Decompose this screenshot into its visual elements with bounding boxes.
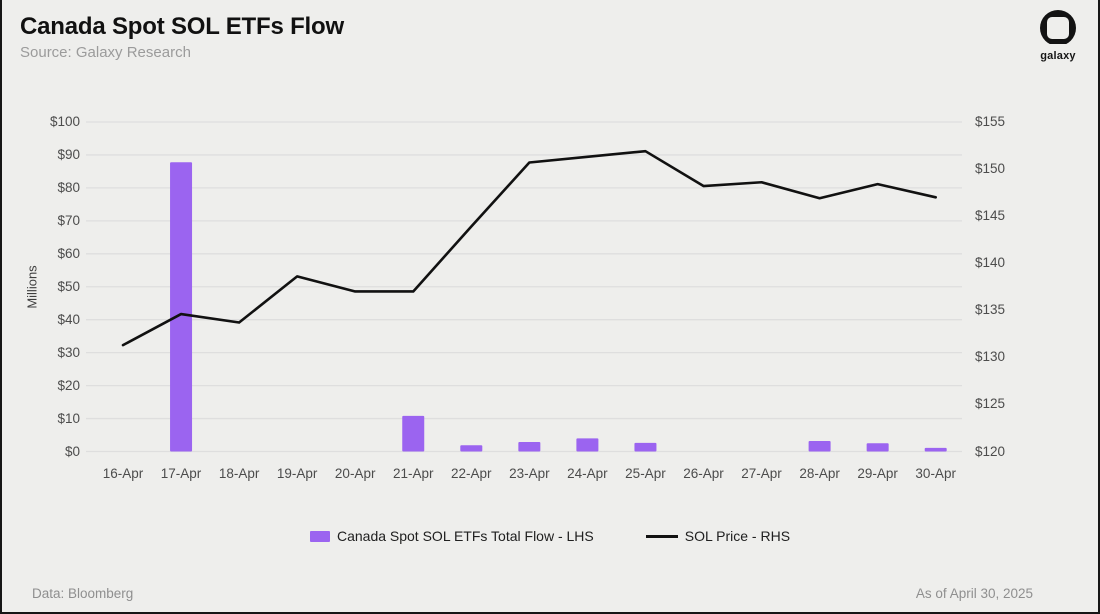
right-axis-tick: $150 [975, 161, 1006, 177]
left-axis-tick: $80 [57, 179, 80, 195]
left-axis-tick: $30 [57, 344, 80, 360]
x-axis-label: 27-Apr [741, 466, 782, 481]
right-axis-tick: $145 [975, 208, 1006, 224]
x-axis-label: 30-Apr [915, 466, 956, 481]
legend-label: SOL Price - RHS [684, 528, 791, 544]
x-axis-label: 20-Apr [334, 466, 376, 481]
flow-bar [924, 447, 947, 452]
left-axis-tick: $40 [57, 311, 80, 327]
x-axis-label: 28-Apr [799, 466, 840, 481]
flow-bar [170, 162, 193, 452]
footer: Data: Bloomberg As of April 30, 2025 [32, 586, 1033, 601]
left-axis-tick: $0 [64, 443, 80, 459]
left-axis-tick: $90 [57, 146, 80, 162]
galaxy-logo-label: galaxy [1040, 50, 1076, 62]
right-axis-tick: $135 [975, 302, 1006, 318]
source-subtitle: Source: Galaxy Research [20, 44, 191, 61]
galaxy-logo-icon [1040, 10, 1076, 44]
flow-bar [402, 415, 425, 452]
plot-area [86, 121, 962, 453]
right-axis-tick: $120 [975, 443, 1006, 459]
flow-bar [866, 443, 889, 452]
flow-bar [634, 442, 657, 452]
left-axis-tick: $60 [57, 245, 80, 261]
x-axis-label: 21-Apr [392, 466, 434, 481]
right-axis-tick: $125 [975, 396, 1006, 412]
right-axis-tick: $130 [975, 349, 1006, 365]
left-axis-tick: $70 [57, 212, 80, 228]
x-axis-label: 25-Apr [625, 466, 666, 481]
legend: Canada Spot SOL ETFs Total Flow - LHS SOL… [2, 524, 1098, 548]
x-axis-label: 26-Apr [683, 466, 724, 481]
left-axis-tick: $100 [49, 114, 80, 129]
legend-label: Canada Spot SOL ETFs Total Flow - LHS [336, 528, 594, 544]
x-axis-label: 24-Apr [567, 466, 608, 481]
x-axis-label: 29-Apr [857, 466, 898, 481]
flow-bar [518, 441, 541, 452]
legend-bar-swatch [309, 530, 330, 542]
page-title: Canada Spot SOL ETFs Flow [20, 13, 344, 40]
legend-item: Canada Spot SOL ETFs Total Flow - LHS [309, 528, 594, 544]
x-axis-label: 22-Apr [451, 466, 492, 481]
header: Canada Spot SOL ETFs Flow Source: Galaxy… [20, 13, 344, 61]
left-axis-tick: $10 [57, 410, 80, 426]
flow-bar [808, 440, 831, 452]
galaxy-logo: galaxy [1032, 10, 1084, 62]
price-line [121, 149, 938, 347]
as-of-date: As of April 30, 2025 [915, 586, 1033, 601]
right-axis-tick: $155 [975, 114, 1006, 129]
x-axis-label: 18-Apr [218, 466, 260, 481]
x-axis-label: 19-Apr [276, 466, 318, 481]
legend-item: SOL Price - RHS [645, 528, 791, 544]
x-axis-label: 16-Apr [102, 466, 144, 481]
left-axis-tick: $20 [57, 377, 80, 393]
data-source: Data: Bloomberg [32, 586, 134, 601]
left-axis-tick: $50 [57, 278, 80, 294]
right-axis-tick: $140 [975, 255, 1006, 271]
flow-bar [576, 438, 599, 452]
x-axis-label: 23-Apr [509, 466, 550, 481]
flow-bar [460, 445, 483, 452]
x-axis-label: 17-Apr [160, 466, 202, 481]
legend-line-swatch [645, 534, 678, 538]
